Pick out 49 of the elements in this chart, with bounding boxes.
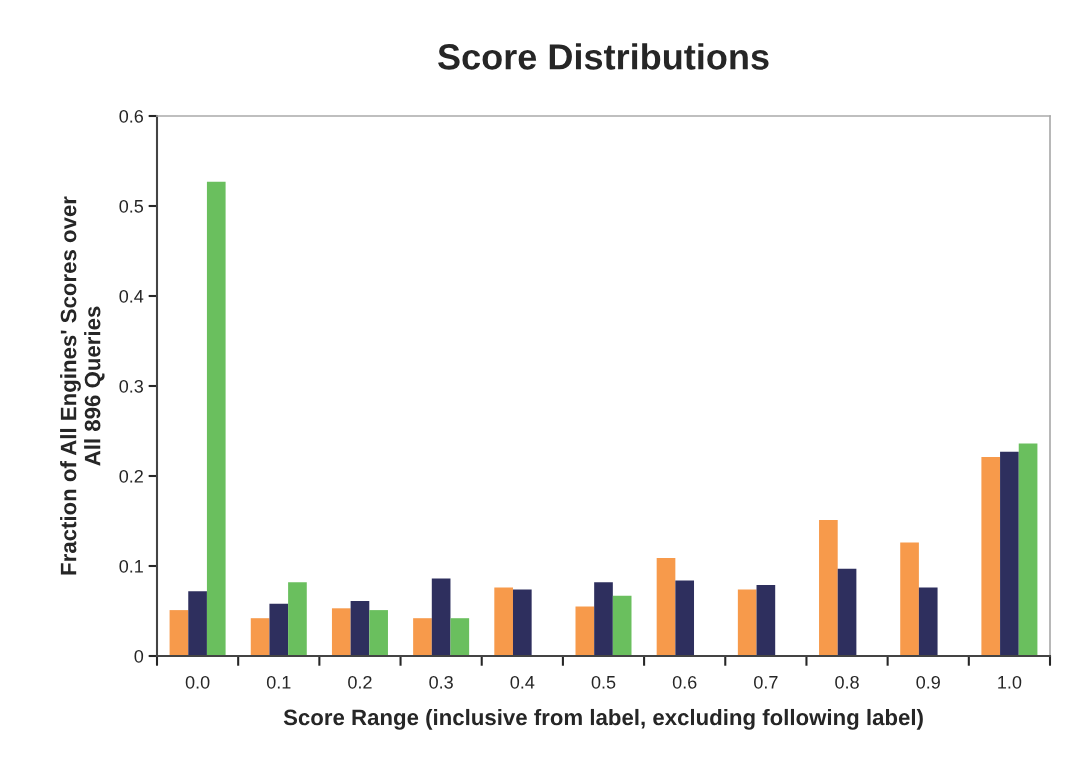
bar [369,610,388,656]
bar [594,582,613,656]
x-tick-label: 0.4 [510,675,535,689]
bar [1018,443,1038,656]
bar [918,587,938,656]
bar [981,457,1001,656]
bar [819,520,838,656]
bar [431,578,451,656]
bar [169,610,189,656]
y-tick-label: 0.1 [119,559,143,573]
bar [250,618,270,656]
bar [756,584,776,656]
bar [450,618,470,656]
bar [350,601,370,656]
bar [413,618,432,656]
bar [737,589,757,656]
x-tick-label: 0.1 [266,675,291,689]
y-axis-title: Fraction of All Engines' Scores over All 896 Queries [60,196,105,575]
x-tick-label: 0.7 [754,675,778,689]
bar [837,568,857,656]
bar [288,582,307,656]
bar [900,542,919,656]
bar [675,580,695,656]
x-tick-label: 0.9 [916,675,940,689]
chart-title: Score Distributions [438,43,769,70]
bar [269,603,289,656]
x-tick-label: 0.3 [429,675,453,689]
y-tick-label: 0.2 [119,469,143,483]
y-tick-label: 0.5 [119,199,144,213]
y-tick-label: 0.6 [119,109,144,123]
bar [188,591,207,656]
x-tick-label: 0.2 [348,675,372,689]
bar [206,181,226,656]
bar [612,595,632,656]
bar [331,608,351,656]
x-tick-label: 0.0 [185,675,210,689]
bar [575,606,595,656]
bar [512,589,532,656]
y-tick-label: 0 [134,649,144,663]
x-axis-title: Score Range (inclusive from label, excluding following label) [283,708,923,730]
bar [494,587,513,656]
bar [656,557,676,656]
bar [1000,451,1019,656]
x-tick-label: 0.6 [672,675,697,689]
x-tick-label: 0.5 [591,675,616,689]
x-tick-label: 0.8 [835,675,859,689]
x-tick-label: 1.0 [998,675,1022,689]
y-tick-label: 0.3 [119,379,144,393]
y-tick-label: 0.4 [119,289,144,303]
